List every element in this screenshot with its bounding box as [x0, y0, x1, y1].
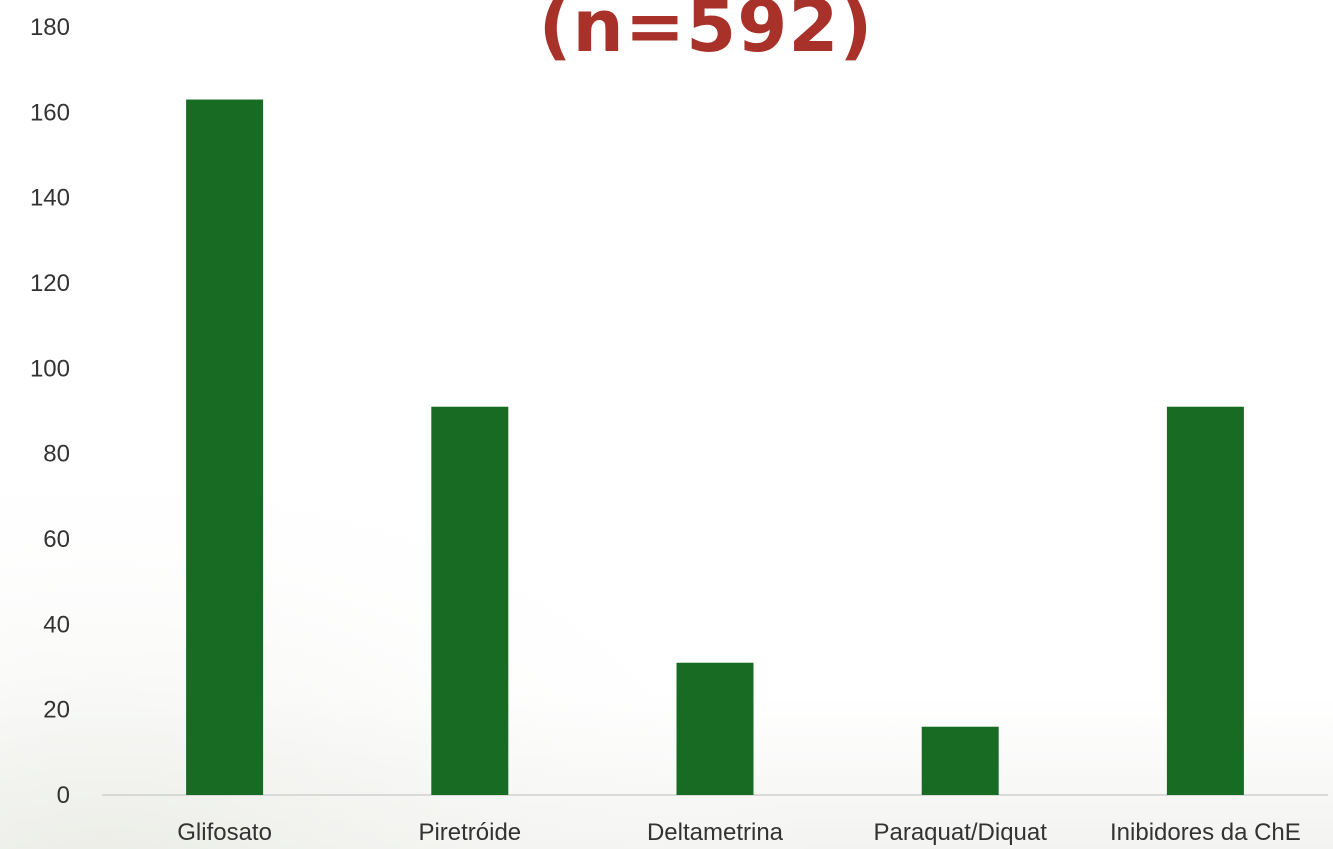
y-tick-label: 100	[30, 355, 70, 382]
y-tick-label: 120	[30, 270, 70, 297]
bar	[921, 726, 999, 795]
y-tick-label: 40	[43, 611, 70, 638]
y-tick-label: 60	[43, 526, 70, 553]
bar	[676, 662, 754, 795]
y-tick-label: 160	[30, 99, 70, 126]
x-tick-label: Paraquat/Diquat	[873, 819, 1047, 846]
chart-title: (n=592)	[538, 0, 874, 68]
x-tick-label: Deltametrina	[647, 819, 784, 846]
y-tick-label: 20	[43, 697, 70, 724]
bar	[431, 406, 509, 795]
y-tick-label: 0	[57, 782, 70, 809]
x-tick-label: Glifosato	[177, 819, 272, 846]
y-tick-label: 180	[30, 14, 70, 41]
x-tick-label: Inibidores da ChE	[1110, 819, 1301, 846]
y-tick-label: 80	[43, 441, 70, 468]
y-tick-label: 140	[30, 185, 70, 212]
x-tick-label: Piretróide	[418, 819, 521, 846]
bar	[186, 99, 264, 796]
bar	[1166, 406, 1244, 795]
